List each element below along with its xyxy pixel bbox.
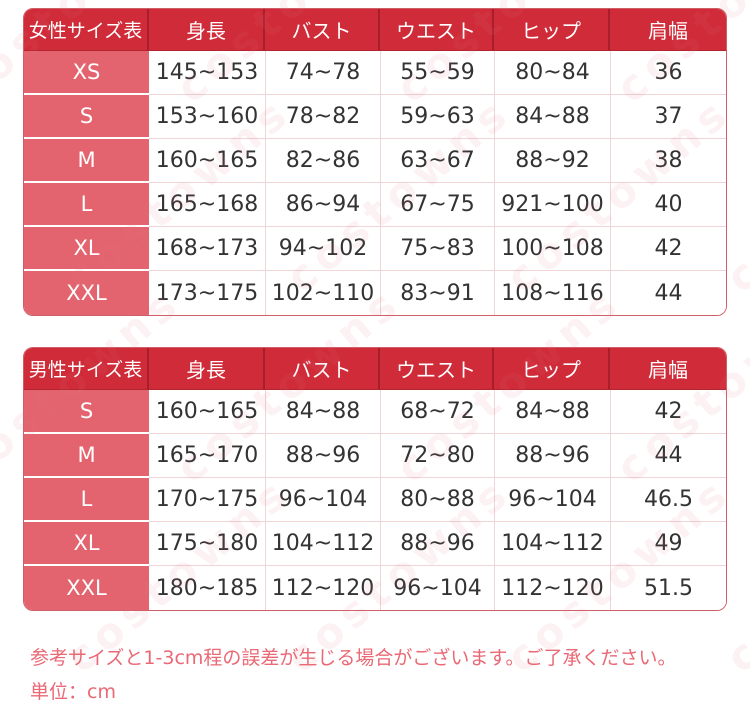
size-label-cell: S	[24, 95, 149, 139]
table-row: M 160~165 82~86 63~67 88~92 38	[24, 139, 726, 183]
value-cell: 112~120	[265, 566, 380, 610]
value-cell: 145~153	[149, 51, 265, 95]
value-cell: 108~116	[494, 271, 610, 315]
value-cell: 83~91	[380, 271, 494, 315]
value-cell: 80~84	[494, 51, 610, 95]
column-header-bust: バスト	[265, 348, 380, 390]
value-cell: 49	[610, 522, 726, 566]
value-cell: 63~67	[380, 139, 494, 183]
size-label-cell: L	[24, 183, 149, 227]
value-cell: 104~112	[494, 522, 610, 566]
value-cell: 165~170	[149, 434, 265, 478]
value-cell: 165~168	[149, 183, 265, 227]
value-cell: 59~63	[380, 95, 494, 139]
value-cell: 160~165	[149, 390, 265, 434]
value-cell: 160~165	[149, 139, 265, 183]
size-label-cell: M	[24, 139, 149, 183]
table-title: 女性サイズ表	[24, 9, 149, 51]
value-cell: 51.5	[610, 566, 726, 610]
value-cell: 74~78	[265, 51, 380, 95]
table-row: XL 168~173 94~102 75~83 100~108 42	[24, 227, 726, 271]
value-cell: 44	[610, 271, 726, 315]
column-header-hip: ヒップ	[494, 9, 610, 51]
value-cell: 88~92	[494, 139, 610, 183]
value-cell: 88~96	[380, 522, 494, 566]
value-cell: 75~83	[380, 227, 494, 271]
column-header-bust: バスト	[265, 9, 380, 51]
value-cell: 96~104	[265, 478, 380, 522]
value-cell: 96~104	[380, 566, 494, 610]
table-row: XXL 180~185 112~120 96~104 112~120 51.5	[24, 566, 726, 610]
column-header-waist: ウエスト	[380, 9, 494, 51]
table-row: S 153~160 78~82 59~63 84~88 37	[24, 95, 726, 139]
value-cell: 36	[610, 51, 726, 95]
womens-size-table: 女性サイズ表 身長 バスト ウエスト ヒップ 肩幅 XS 145~153 74~78…	[23, 8, 727, 316]
value-cell: 175~180	[149, 522, 265, 566]
value-cell: 82~86	[265, 139, 380, 183]
table-row: XXL 173~175 102~110 83~91 108~116 44	[24, 271, 726, 315]
value-cell: 153~160	[149, 95, 265, 139]
value-cell: 67~75	[380, 183, 494, 227]
value-cell: 180~185	[149, 566, 265, 610]
table-row: S 160~165 84~88 68~72 84~88 42	[24, 390, 726, 434]
size-label-cell: M	[24, 434, 149, 478]
value-cell: 46.5	[610, 478, 726, 522]
column-header-height: 身長	[149, 9, 265, 51]
value-cell: 42	[610, 227, 726, 271]
column-header-shoulder: 肩幅	[610, 9, 726, 51]
table-title: 男性サイズ表	[24, 348, 149, 390]
size-label-cell: XXL	[24, 271, 149, 315]
mens-size-table: 男性サイズ表 身長 バスト ウエスト ヒップ 肩幅 S 160~165 84~88 6…	[23, 347, 727, 611]
value-cell: 37	[610, 95, 726, 139]
column-header-waist: ウエスト	[380, 348, 494, 390]
size-label-cell: XXL	[24, 566, 149, 610]
value-cell: 104~112	[265, 522, 380, 566]
size-label-cell: XL	[24, 227, 149, 271]
size-label-cell: XL	[24, 522, 149, 566]
column-header-height: 身長	[149, 348, 265, 390]
tolerance-note: 参考サイズと1-3cm程の誤差が生じる場合がございます。ご了承ください。	[30, 647, 677, 669]
table-row: M 165~170 88~96 72~80 88~96 44	[24, 434, 726, 478]
table-row: XL 175~180 104~112 88~96 104~112 49	[24, 522, 726, 566]
value-cell: 94~102	[265, 227, 380, 271]
column-header-shoulder: 肩幅	[610, 348, 726, 390]
value-cell: 921~100	[494, 183, 610, 227]
header-row: 男性サイズ表 身長 バスト ウエスト ヒップ 肩幅	[24, 348, 726, 390]
value-cell: 173~175	[149, 271, 265, 315]
value-cell: 80~88	[380, 478, 494, 522]
value-cell: 100~108	[494, 227, 610, 271]
footer-notes: 参考サイズと1-3cm程の誤差が生じる場合がございます。ご了承ください。 単位：…	[30, 641, 677, 709]
value-cell: 86~94	[265, 183, 380, 227]
value-cell: 84~88	[265, 390, 380, 434]
value-cell: 170~175	[149, 478, 265, 522]
value-cell: 112~120	[494, 566, 610, 610]
table-row: L 165~168 86~94 67~75 921~100 40	[24, 183, 726, 227]
value-cell: 78~82	[265, 95, 380, 139]
value-cell: 44	[610, 434, 726, 478]
size-label-cell: S	[24, 390, 149, 434]
table-row: XS 145~153 74~78 55~59 80~84 36	[24, 51, 726, 95]
unit-note: 単位：cm	[30, 681, 116, 703]
value-cell: 68~72	[380, 390, 494, 434]
value-cell: 84~88	[494, 95, 610, 139]
value-cell: 168~173	[149, 227, 265, 271]
header-row: 女性サイズ表 身長 バスト ウエスト ヒップ 肩幅	[24, 9, 726, 51]
value-cell: 42	[610, 390, 726, 434]
value-cell: 88~96	[494, 434, 610, 478]
value-cell: 102~110	[265, 271, 380, 315]
value-cell: 96~104	[494, 478, 610, 522]
value-cell: 84~88	[494, 390, 610, 434]
value-cell: 55~59	[380, 51, 494, 95]
size-label-cell: XS	[24, 51, 149, 95]
size-label-cell: L	[24, 478, 149, 522]
value-cell: 40	[610, 183, 726, 227]
value-cell: 72~80	[380, 434, 494, 478]
column-header-hip: ヒップ	[494, 348, 610, 390]
value-cell: 88~96	[265, 434, 380, 478]
table-row: L 170~175 96~104 80~88 96~104 46.5	[24, 478, 726, 522]
value-cell: 38	[610, 139, 726, 183]
